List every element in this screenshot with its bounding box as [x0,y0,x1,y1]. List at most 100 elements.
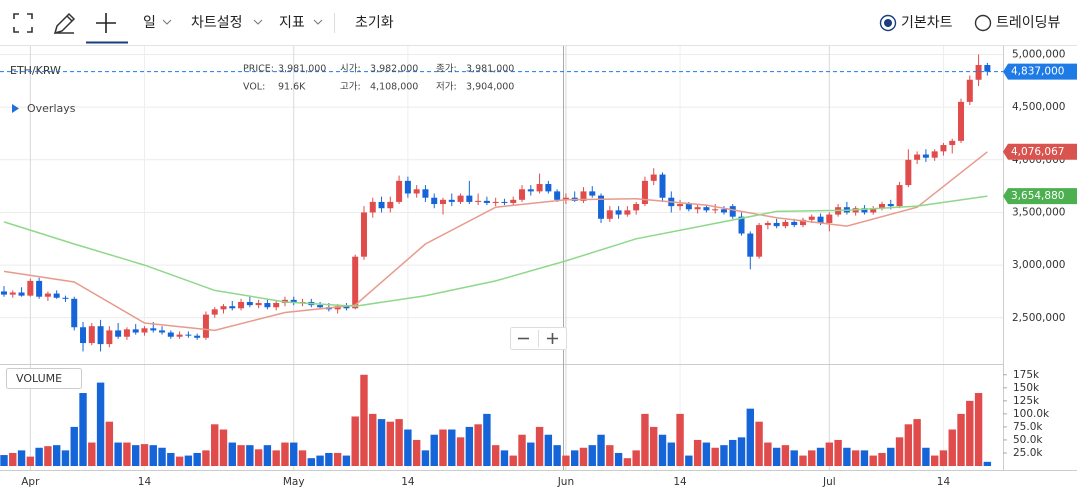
overlays-label[interactable]: Overlays [27,102,76,115]
period-menu[interactable]: 일 [143,15,156,31]
candle-body [580,191,587,201]
candle-body [747,233,754,257]
candle-body [931,151,938,158]
chevron [253,19,263,25]
candle-body [141,328,148,333]
candle-body [53,293,60,298]
candle-body [615,210,622,215]
volume-tick-label: 150k [1013,382,1040,394]
fullscreen-icon[interactable] [13,13,33,33]
volume-bar [571,450,579,466]
volume-bar [325,452,333,466]
candle-body [352,256,359,309]
chevron [162,19,172,25]
x-tick-label: May [283,476,305,488]
indicator-menu[interactable]: 지표 [279,15,305,31]
ma-value-label: 4,076,067 [1011,146,1064,158]
radio[interactable] [974,14,992,32]
candle-body [659,174,666,198]
x-tick-label: Jun [557,476,574,488]
volume-bar [35,447,43,466]
candle-body [536,184,543,192]
candle-body [185,334,192,336]
candle-body [677,204,684,207]
volume-tick-label: 75.0k [1013,421,1043,433]
info-value: 4,108,000 [370,82,418,93]
y-tick-label: 3,500,000 [1012,206,1065,218]
chevron [313,19,323,25]
candle-body [334,306,341,310]
volume-bar [720,445,728,466]
volume-bar [193,452,201,466]
candle-body [457,195,464,202]
volume-bar [553,445,561,466]
zoom-in[interactable] [547,333,558,344]
volume-tick-label: 175k [1013,369,1040,381]
volume-bar [527,442,535,466]
volume-bar [483,413,491,466]
volume-bar [658,434,667,466]
reset-button[interactable]: 초기화 [355,15,394,31]
volume-bar [676,413,684,466]
volume-bar [360,374,368,466]
candle-body [404,180,411,194]
info-value: 3,982,000 [370,64,418,75]
y-tick-label: 3,000,000 [1012,259,1065,271]
volume-bar [702,442,711,466]
volume-bar [44,446,52,466]
volume-bar [430,434,438,466]
volume-bar [412,439,421,466]
candle-body [317,305,324,308]
candle-body [782,221,789,227]
candle-body [360,212,367,257]
overlays-toggle[interactable] [12,104,19,113]
candle-body [492,201,499,203]
volume-bar [948,429,956,466]
radio[interactable] [879,14,897,32]
candle-body [378,201,385,209]
info-value: 3,981,000 [466,64,514,75]
candle-body [387,201,394,209]
candle-body [562,197,569,200]
volume-badge [6,368,82,389]
draw-icon[interactable] [53,12,76,35]
crosshair-icon[interactable] [96,13,116,33]
y-tick-label: 5,000,000 [1012,48,1065,60]
candle-body [71,298,78,328]
candle-body [343,306,350,309]
volume-bar [114,442,122,466]
volume-bar [755,421,763,466]
candle-body [106,330,113,345]
symbol: ETH/KRW [10,64,61,77]
candle-body [62,297,69,299]
ma-value-tag [1003,188,1077,205]
volume-bar [184,455,193,466]
volume-bar [254,449,263,466]
volume-bar [474,424,482,466]
candle-body [123,329,130,337]
toolbar: 일 차트설정 지표 초기화 기본차트 트레이딩뷰 [0,12,1077,46]
view-option[interactable]: 기본차트 [901,15,953,31]
info-label: VOL: [243,82,265,93]
volume-bar [930,455,939,466]
candle-body [606,210,613,219]
volume-bar [799,455,807,466]
volume-bar [219,429,228,466]
candle-body [167,332,174,337]
candle-body [879,204,885,209]
volume-bar [158,447,166,466]
view-option[interactable]: 트레이딩뷰 [996,15,1061,31]
candle-body [554,191,561,200]
candle-body [211,309,218,315]
volume-bar [105,421,114,466]
volume-bar [922,447,930,466]
volume-bar [790,450,798,466]
candle-body [870,208,877,213]
volume-bar [465,426,474,466]
candle-body [826,214,833,223]
y-tick-label: 2,500,000 [1012,312,1065,324]
x-tick-label: 14 [401,476,415,488]
settings-menu[interactable]: 차트설정 [191,15,243,31]
